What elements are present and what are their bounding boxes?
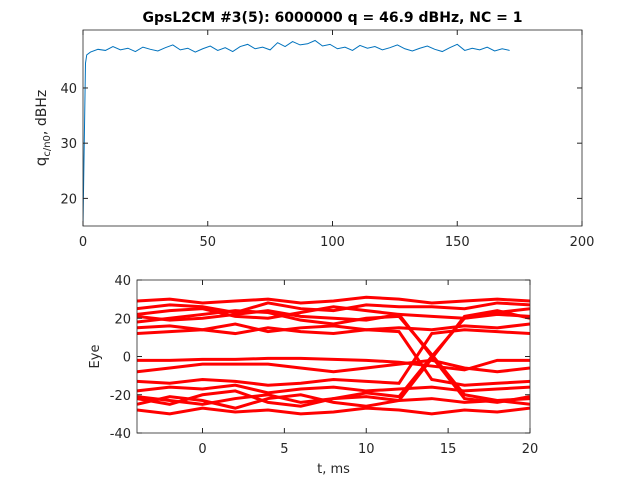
y-label-rest: , dBHz bbox=[34, 90, 50, 135]
y-tick-label: 30 bbox=[60, 137, 77, 152]
eye-trace bbox=[137, 326, 530, 387]
x-tick-label: 100 bbox=[320, 235, 345, 250]
y-tick-label: -20 bbox=[110, 389, 131, 404]
y-tick-label: 0 bbox=[123, 351, 131, 366]
eye-trace bbox=[137, 406, 530, 416]
y-tick-label: 20 bbox=[60, 192, 77, 207]
x-tick-label: 0 bbox=[79, 235, 87, 250]
eye-trace bbox=[137, 358, 530, 374]
data-line bbox=[83, 39, 510, 224]
eye-trace bbox=[137, 309, 530, 410]
x-tick-label: 150 bbox=[445, 235, 470, 250]
y-tick-label: 20 bbox=[114, 312, 131, 327]
eye-trace bbox=[137, 309, 530, 322]
y-label-main: q bbox=[32, 157, 50, 167]
y-label-sub: c/n0 bbox=[42, 135, 53, 157]
y-tick-label: 40 bbox=[114, 274, 131, 289]
y-tick-label: 40 bbox=[60, 82, 77, 97]
eye-trace bbox=[137, 301, 530, 315]
eye-trace bbox=[137, 328, 530, 387]
eye-trace bbox=[137, 295, 530, 305]
x-axis-label: t, ms bbox=[317, 462, 350, 477]
eye-trace bbox=[137, 393, 530, 406]
x-tick-label: 15 bbox=[440, 442, 457, 457]
eye-trace bbox=[137, 383, 530, 395]
plot-area bbox=[137, 295, 530, 416]
y-axis-label: Eye bbox=[88, 345, 103, 369]
x-tick-label: 5 bbox=[280, 442, 288, 457]
y-tick-label: -40 bbox=[110, 427, 131, 442]
x-tick-label: 10 bbox=[358, 442, 375, 457]
x-tick-label: 0 bbox=[198, 442, 206, 457]
eye-trace bbox=[137, 305, 530, 404]
eye-trace bbox=[137, 356, 530, 372]
chart-title: GpsL2CM #3(5): 6000000 q = 46.9 dBHz, NC… bbox=[142, 10, 522, 26]
x-tick-label: 50 bbox=[199, 235, 216, 250]
x-tick-label: 200 bbox=[570, 235, 595, 250]
axes-background bbox=[83, 30, 582, 226]
plot-area bbox=[83, 39, 510, 224]
x-tick-label: 20 bbox=[522, 442, 539, 457]
y-axis-label: qc/n0, dBHz bbox=[32, 90, 53, 166]
eye-trace bbox=[137, 309, 530, 406]
